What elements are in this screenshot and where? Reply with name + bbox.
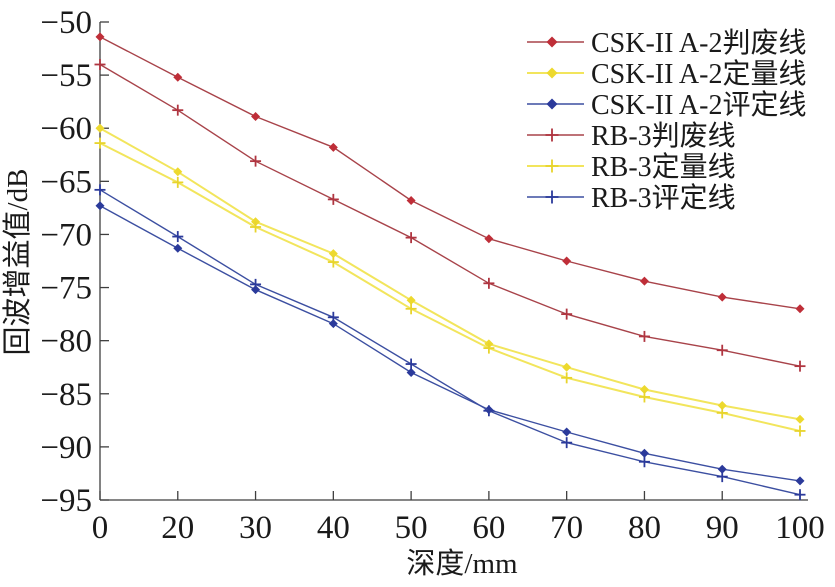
series-3 xyxy=(95,201,805,486)
diamond-marker xyxy=(173,243,183,253)
x-tick-label: 30 xyxy=(239,510,272,546)
diamond-marker xyxy=(406,368,416,378)
diamond-marker xyxy=(406,195,416,205)
series-line xyxy=(99,142,801,432)
diamond-marker xyxy=(546,67,558,79)
x-tick-label: 40 xyxy=(317,510,350,546)
y-tick-label: −85 xyxy=(40,377,92,413)
y-tick-label: −75 xyxy=(40,271,92,307)
x-tick-label: 60 xyxy=(472,510,505,546)
diamond-marker xyxy=(639,276,649,286)
diamond-marker xyxy=(406,295,416,305)
diamond-marker xyxy=(562,362,572,372)
diamond-marker xyxy=(95,201,105,211)
x-tick-label: 80 xyxy=(628,510,661,546)
y-tick-label: −65 xyxy=(40,164,92,200)
diamond-marker xyxy=(546,36,558,48)
y-tick-label: −50 xyxy=(40,5,92,41)
diamond-marker xyxy=(95,123,105,133)
series-6 xyxy=(94,184,806,501)
diamond-marker xyxy=(717,400,727,410)
y-tick-label: −60 xyxy=(40,111,92,147)
diamond-marker xyxy=(795,476,805,486)
y-tick-label: −80 xyxy=(40,324,92,360)
legend-label: CSK-II A-2判废线 xyxy=(591,27,806,59)
diamond-marker xyxy=(328,319,338,329)
legend-label: RB-3定量线 xyxy=(591,151,736,183)
series-line xyxy=(99,63,801,367)
series-line xyxy=(99,205,801,482)
legend-label: CSK-II A-2定量线 xyxy=(591,58,806,90)
diamond-marker xyxy=(795,304,805,314)
legend-item-1: CSK-II A-2判废线 xyxy=(527,27,806,59)
x-tick-label: 70 xyxy=(550,510,583,546)
axes: −50 −55 −60 −65 −70 −75 −80 −85 −90 −950 20 30 40 50 6… xyxy=(40,5,824,546)
series-4 xyxy=(94,58,806,372)
legend-item-3: CSK-II A-2评定线 xyxy=(527,89,806,121)
diamond-marker xyxy=(173,167,183,177)
series-2 xyxy=(95,123,805,424)
series-1 xyxy=(95,32,805,314)
diamond-marker xyxy=(639,448,649,458)
diamond-marker xyxy=(562,256,572,266)
diamond-marker xyxy=(95,32,105,42)
x-tick-label: 20 xyxy=(161,510,194,546)
y-tick-label: −90 xyxy=(40,430,92,466)
y-tick-label: −55 xyxy=(40,58,92,94)
y-axis-label: 回波增益值/dB xyxy=(1,169,34,356)
series-line xyxy=(99,36,801,310)
x-tick-label: 50 xyxy=(395,510,428,546)
diamond-marker xyxy=(717,464,727,474)
y-tick-label: −70 xyxy=(40,217,92,253)
series-line xyxy=(99,189,801,496)
diamond-marker xyxy=(484,234,494,244)
diamond-marker xyxy=(562,427,572,437)
series-line xyxy=(99,127,801,421)
series-5 xyxy=(94,137,806,437)
diamond-marker xyxy=(328,142,338,152)
legend-label: CSK-II A-2评定线 xyxy=(591,89,806,121)
diamond-marker xyxy=(639,385,649,395)
x-tick-label: 0 xyxy=(92,510,109,546)
diamond-marker xyxy=(717,292,727,302)
diamond-marker xyxy=(251,112,261,122)
x-tick-label: 100 xyxy=(775,510,825,546)
plot-series xyxy=(94,32,806,501)
diamond-marker xyxy=(546,98,558,110)
legend-label: RB-3判废线 xyxy=(591,120,736,152)
legend-item-5: RB-3定量线 xyxy=(527,151,736,183)
legend-item-6: RB-3评定线 xyxy=(527,182,736,214)
diamond-marker xyxy=(328,249,338,259)
x-axis-label: 深度/mm xyxy=(406,547,518,580)
y-tick-label: −95 xyxy=(40,483,92,519)
legend-label: RB-3评定线 xyxy=(591,182,736,214)
legend-item-2: CSK-II A-2定量线 xyxy=(527,58,806,90)
legend-item-4: RB-3判废线 xyxy=(527,120,736,152)
diamond-marker xyxy=(173,72,183,82)
x-tick-label: 90 xyxy=(706,510,739,546)
diamond-marker xyxy=(795,414,805,424)
